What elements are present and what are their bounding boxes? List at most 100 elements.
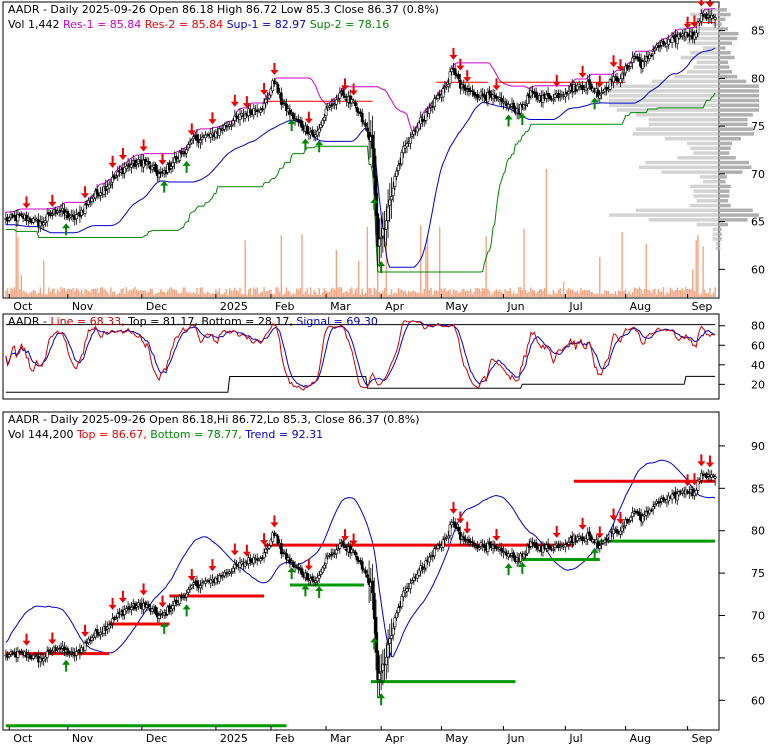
sell-arrow-icon (22, 633, 31, 646)
candle-body (124, 165, 128, 169)
volume-bar (137, 290, 140, 297)
candle-body (185, 149, 189, 154)
buy-arrow-icon (62, 223, 71, 236)
volume-bar (249, 287, 252, 297)
volume-bar (77, 289, 79, 297)
volume-bar (693, 291, 696, 297)
candle-body (367, 131, 371, 140)
candle-body (471, 541, 474, 543)
candle-body (200, 582, 204, 586)
candle-body (359, 560, 362, 563)
profile-bar-outer (719, 141, 732, 146)
candle-body (378, 673, 381, 680)
volume-bar (382, 290, 384, 297)
volume-bar (583, 289, 586, 297)
candle-body (252, 108, 256, 116)
buy-arrow-icon (370, 637, 379, 650)
candle-body (269, 539, 273, 546)
volume-bar (87, 290, 90, 297)
volume-bar (537, 291, 539, 297)
candle-body (477, 547, 481, 550)
volume-bar (225, 288, 227, 297)
sell-arrow-icon (230, 543, 239, 556)
volume-bar (408, 290, 410, 297)
candle-body (285, 553, 288, 560)
sell-arrow-icon (118, 590, 127, 603)
volume-bar (387, 294, 389, 297)
profile-bar (648, 122, 719, 127)
volume-bar (562, 281, 565, 297)
volume-bar (698, 294, 701, 297)
candle-body (32, 654, 35, 659)
volume-bar (86, 289, 88, 297)
volume-bar (444, 288, 446, 297)
volume-bar (275, 287, 277, 297)
volume-bar (344, 291, 346, 297)
volume-bar (166, 290, 169, 297)
profile-bar (699, 175, 719, 179)
candle-body (395, 170, 399, 177)
volume-bar (618, 290, 620, 297)
profile-bar (609, 84, 719, 88)
volume-bar (416, 292, 419, 297)
candle-body (378, 238, 381, 247)
candle-body (391, 627, 395, 636)
sell-arrow-icon (705, 0, 714, 8)
profile-bar (609, 93, 719, 98)
candle-body (204, 580, 207, 584)
candle-body (675, 36, 679, 45)
candle-body (274, 534, 278, 536)
volume-bar (552, 289, 555, 297)
profile-bar-outer (719, 246, 721, 251)
profile-bar (677, 156, 719, 160)
candle-body (379, 671, 383, 674)
volume-bar (685, 287, 687, 297)
title-part: Res-1 = 85.84 (63, 18, 145, 31)
candle-body (328, 554, 331, 557)
candle-body (324, 108, 328, 116)
buy-arrow-icon (518, 113, 527, 126)
candle-body (283, 102, 287, 104)
volume-bar (569, 289, 572, 297)
profile-bar (687, 141, 719, 146)
candle-body (409, 137, 412, 144)
candle-body (670, 493, 674, 500)
sell-arrow-icon (260, 82, 269, 95)
volume-bar (74, 291, 76, 297)
buy-arrow-icon (370, 198, 379, 211)
profile-bar-outer (719, 27, 729, 31)
volume-bar (588, 290, 591, 297)
candle-body (259, 109, 263, 113)
candle-body (424, 560, 428, 569)
candle-body (276, 84, 280, 93)
x-tick-label: Aug (630, 300, 651, 313)
candle-body (233, 115, 237, 121)
candle-body (68, 216, 71, 219)
candle-body (66, 648, 70, 655)
volume-bar (273, 294, 276, 297)
volume-bar (525, 289, 527, 297)
volume-bar (482, 288, 484, 297)
volume-bar (113, 291, 116, 297)
sell-arrow-icon (22, 196, 31, 209)
volume-bar (111, 292, 114, 297)
volume-bar (165, 292, 167, 297)
volume-bar (590, 291, 592, 297)
volume-bar (652, 289, 654, 297)
profile-bar-outer (719, 232, 722, 236)
candle-body (696, 479, 700, 491)
candle-body (352, 100, 356, 103)
candle-body (69, 214, 73, 216)
candle-body (93, 630, 97, 638)
volume-bar (378, 292, 381, 297)
candle-body (33, 654, 37, 657)
profile-bar (693, 194, 719, 198)
volume-bar (32, 289, 35, 297)
y-tick-label: 65 (751, 652, 765, 665)
candle-body (384, 220, 388, 230)
candle-body (388, 638, 392, 644)
trend-panel-legend: Vol 144,200 Top = 86.67, Bottom = 78.77,… (8, 428, 323, 441)
volume-bar (192, 291, 195, 297)
volume-bar (237, 291, 239, 297)
volume-bar (554, 292, 556, 297)
